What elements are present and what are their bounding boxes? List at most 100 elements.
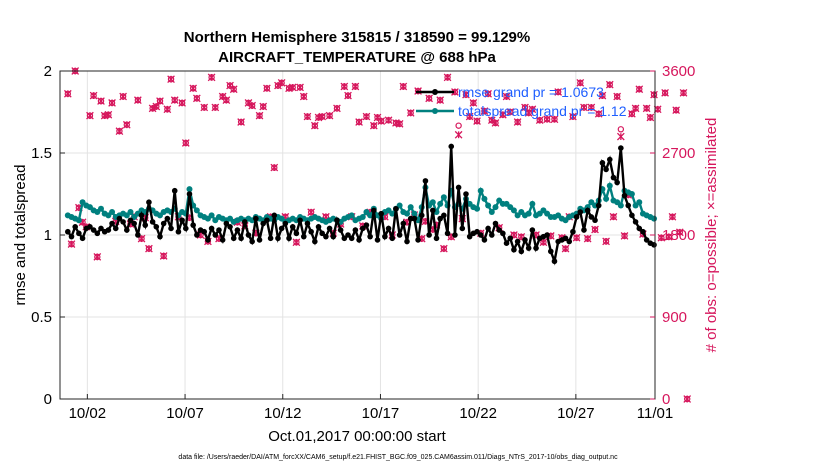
totalspread-point: [127, 209, 134, 216]
y-left-tick-label: 0.5: [31, 309, 52, 326]
rmse-point: [348, 235, 355, 242]
rmse-point: [584, 207, 591, 214]
totalspread-point: [404, 210, 411, 217]
obs-assimilated-marker: [561, 244, 570, 253]
obs-assimilated-marker: [369, 121, 378, 130]
rmse-point: [234, 227, 241, 233]
obs-assimilated-marker: [679, 89, 688, 97]
obs-assimilated-marker: [248, 101, 257, 110]
rmse-point: [319, 230, 326, 237]
rmse-point: [124, 227, 130, 233]
y-right-tick-label: 2700: [662, 145, 695, 162]
obs-assimilated-marker: [274, 81, 282, 90]
rmse-point: [337, 227, 344, 233]
rmse-point: [230, 235, 237, 242]
rmse-point: [632, 219, 639, 225]
obs-assimilated-marker: [167, 75, 175, 84]
rmse-point: [437, 215, 443, 222]
rmse-point: [371, 207, 377, 214]
obs-assimilated-marker: [440, 244, 448, 253]
x-tick-label: 10/02: [69, 405, 107, 422]
y-left-tick-label: 2: [44, 63, 52, 80]
obs-assimilated-marker: [425, 94, 433, 103]
rmse-point: [98, 225, 104, 232]
legend-marker-1: [432, 108, 438, 114]
obs-assimilated-marker: [292, 238, 301, 247]
rmse-point: [330, 233, 337, 240]
rmse-point: [378, 210, 384, 217]
totalspread-point: [359, 213, 366, 220]
rmse-point: [345, 232, 351, 238]
y-right-tick-label: 0: [662, 391, 670, 408]
obs-assimilated-marker: [513, 118, 522, 126]
rmse-point: [477, 232, 484, 238]
totalspread-point: [193, 207, 200, 214]
rmse-point: [606, 156, 613, 163]
obs-assimilated-marker: [591, 225, 599, 234]
obs-assimilated-marker: [628, 109, 636, 118]
totalspread-point: [186, 186, 193, 193]
obs-assimilated-marker: [93, 253, 102, 261]
rmse-point: [300, 233, 307, 240]
obs-assimilated-marker: [646, 113, 655, 122]
rmse-point: [264, 217, 270, 224]
obs-assimilated-marker: [145, 244, 153, 253]
rmse-point: [260, 220, 267, 227]
obs-assimilated-marker: [325, 111, 334, 120]
rmse-point: [618, 145, 624, 151]
rmse-point: [153, 224, 160, 230]
totalspread-point: [628, 191, 635, 197]
rmse-point: [463, 191, 469, 197]
rmse-point: [212, 232, 219, 238]
rmse-point: [544, 232, 550, 238]
rmse-point: [562, 235, 569, 242]
rmse-point: [267, 235, 274, 242]
rmse-point: [625, 202, 632, 209]
obs-assimilated-marker: [63, 89, 72, 98]
obs-assimilated-marker: [134, 96, 142, 105]
obs-assimilated-marker: [333, 104, 341, 113]
totalspread-point: [510, 207, 517, 214]
obs-assimilated-marker: [237, 118, 245, 126]
y-right-tick-label: 1800: [662, 227, 695, 244]
rmse-point: [599, 160, 606, 166]
totalspread-point: [75, 217, 82, 224]
rmse-point: [142, 222, 149, 228]
rmse-point: [374, 237, 381, 243]
obs-assimilated-marker: [340, 82, 349, 91]
obs-possible-marker: [617, 126, 625, 133]
rmse-point: [481, 237, 488, 243]
obs-assimilated-marker: [572, 233, 581, 242]
obs-assimilated-marker: [502, 92, 511, 101]
totalspread-point: [485, 202, 492, 209]
obs-assimilated-marker: [303, 112, 312, 121]
rmse-point: [500, 230, 506, 237]
rmse-point: [430, 207, 436, 214]
rmse-point: [186, 191, 193, 197]
rmse-point: [367, 233, 373, 240]
y-left-tick-label: 1: [44, 227, 52, 244]
rmse-point: [72, 224, 78, 230]
rmse-point: [175, 228, 182, 235]
rmse-point: [385, 225, 392, 232]
totalspread-point: [529, 200, 536, 207]
rmse-point: [323, 233, 329, 240]
totalspread-point: [411, 210, 418, 217]
rmse-point: [297, 217, 303, 224]
rmse-point: [455, 184, 462, 191]
rmse-point: [525, 245, 532, 251]
obs-assimilated-marker: [583, 234, 592, 243]
rmse-point: [65, 228, 71, 235]
rmse-point: [289, 224, 296, 230]
totalspread-point: [208, 212, 215, 219]
rmse-point: [76, 230, 82, 237]
rmse-point: [127, 217, 134, 224]
obs-assimilated-marker: [104, 110, 113, 119]
x-tick-label: 10/12: [264, 405, 302, 422]
y-axis-right-label: # of obs: o=possible; ×=assimilated: [703, 118, 720, 353]
obs-assimilated-marker: [299, 92, 308, 101]
obs-assimilated-marker: [200, 103, 209, 112]
rmse-point: [334, 217, 340, 224]
obs-assimilated-marker: [296, 83, 304, 92]
rmse-point: [393, 205, 399, 212]
